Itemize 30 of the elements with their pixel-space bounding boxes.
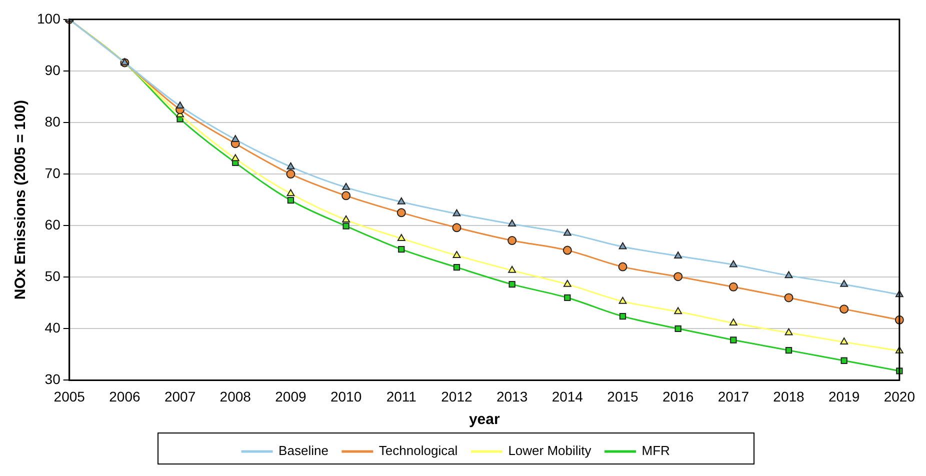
x-tick-label: 2015 (607, 388, 639, 404)
x-tick-label: 2016 (662, 388, 694, 404)
x-tick-label: 2010 (330, 388, 362, 404)
y-tick-label: 100 (37, 10, 61, 26)
x-tick-label: 2012 (441, 388, 473, 404)
y-tick-label: 50 (44, 268, 61, 284)
x-axis-title: year (468, 411, 500, 428)
y-tick-label: 70 (44, 164, 61, 181)
x-tick-label: 2007 (164, 388, 196, 404)
x-tick-label: 2013 (496, 388, 528, 404)
y-tick-label: 80 (44, 113, 61, 130)
x-tick-label: 2009 (275, 388, 306, 404)
legend-label: Baseline (278, 443, 328, 458)
x-tick-label: 2008 (220, 388, 252, 404)
x-tick-label: 2020 (884, 388, 916, 404)
y-tick-label: 60 (44, 216, 61, 232)
legend-label: Lower Mobility (508, 443, 592, 458)
x-tick-label: 2017 (718, 388, 750, 404)
y-tick-label: 30 (44, 371, 61, 388)
x-tick-label: 2005 (54, 388, 86, 404)
legend-label: Technological (378, 443, 458, 458)
y-tick-label: 90 (44, 62, 61, 78)
x-tick-label: 2014 (552, 388, 584, 404)
x-tick-label: 2006 (109, 388, 140, 404)
legend-label: MFR (642, 443, 670, 458)
x-tick-label: 2018 (773, 388, 805, 404)
y-axis-title: NOx Emissions (2005 = 100) (12, 100, 30, 300)
x-tick-label: 2011 (386, 388, 417, 404)
y-tick-label: 40 (44, 320, 61, 336)
x-tick-label: 2019 (828, 388, 860, 404)
